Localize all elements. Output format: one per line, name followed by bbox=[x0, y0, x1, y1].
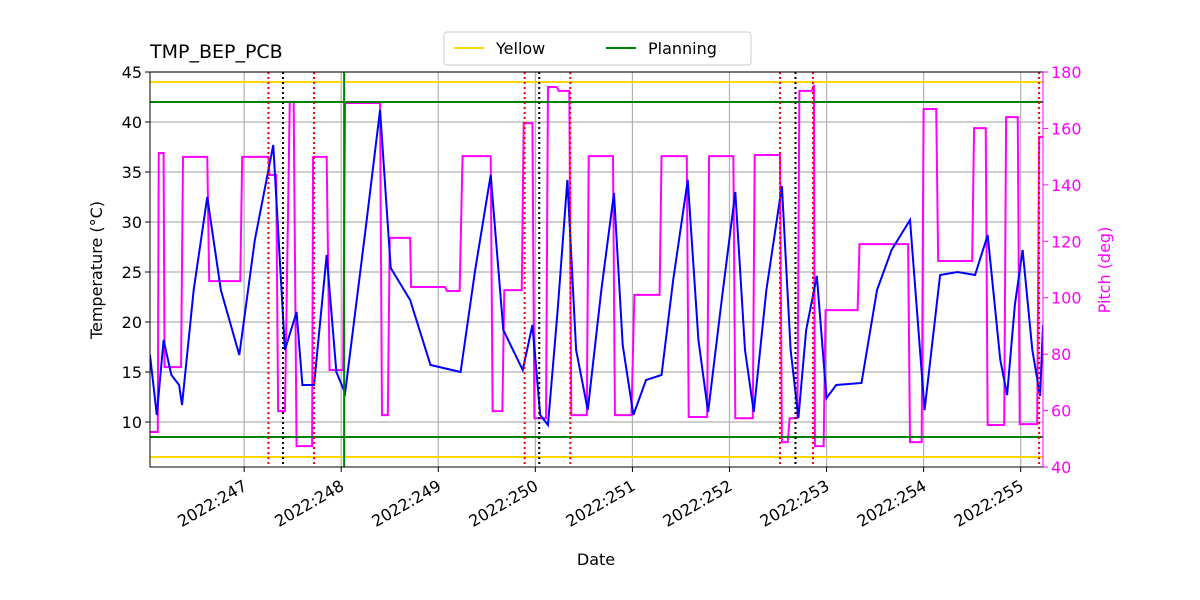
x-axis-label: Date bbox=[577, 550, 615, 569]
y2-tick-label: 100 bbox=[1051, 289, 1082, 308]
y-tick-label: 40 bbox=[122, 113, 142, 132]
y2-tick-label: 60 bbox=[1051, 402, 1071, 421]
chart-title: TMP_BEP_PCB bbox=[149, 41, 283, 63]
y2-tick-label: 160 bbox=[1051, 119, 1082, 138]
y2-tick-label: 140 bbox=[1051, 176, 1082, 195]
plot-area bbox=[150, 72, 1043, 467]
y-axis-label: Temperature (°C) bbox=[87, 201, 106, 340]
y2-tick-label: 120 bbox=[1051, 232, 1082, 251]
y-tick-label: 15 bbox=[122, 363, 142, 382]
legend-label: Yellow bbox=[495, 39, 545, 58]
y-tick-label: 45 bbox=[122, 63, 142, 82]
y-tick-label: 25 bbox=[122, 263, 142, 282]
series-line bbox=[150, 84, 1043, 448]
legend-label: Planning bbox=[648, 39, 717, 58]
y2-tick-label: 180 bbox=[1051, 63, 1082, 82]
y2-tick-label: 40 bbox=[1051, 458, 1071, 477]
y-tick-label: 10 bbox=[122, 413, 142, 432]
y2-tick-label: 80 bbox=[1051, 345, 1071, 364]
y-tick-label: 30 bbox=[122, 213, 142, 232]
legend-box bbox=[443, 31, 752, 66]
y-tick-label: 35 bbox=[122, 163, 142, 182]
y-tick-label: 20 bbox=[122, 313, 142, 332]
y2-axis-label: Pitch (deg) bbox=[1095, 227, 1114, 314]
series-line bbox=[150, 109, 1043, 428]
legend: Yellow Planning bbox=[443, 31, 752, 66]
